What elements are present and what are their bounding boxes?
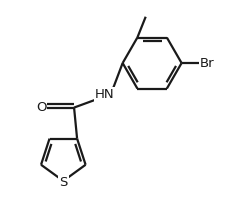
Text: HN: HN: [95, 88, 115, 101]
Text: S: S: [59, 176, 67, 189]
Text: O: O: [36, 101, 47, 114]
Text: Br: Br: [200, 56, 214, 69]
